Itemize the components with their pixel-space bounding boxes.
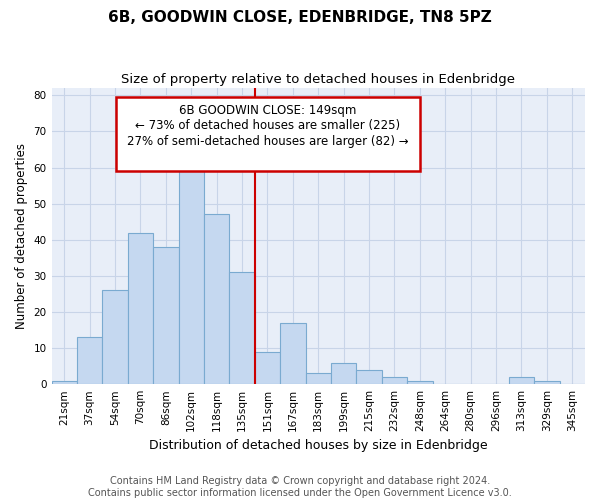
Text: 6B GOODWIN CLOSE: 149sqm: 6B GOODWIN CLOSE: 149sqm	[179, 104, 356, 118]
Bar	[103, 290, 128, 384]
Bar	[356, 370, 382, 384]
Bar	[52, 380, 77, 384]
Title: Size of property relative to detached houses in Edenbridge: Size of property relative to detached ho…	[121, 72, 515, 86]
Bar	[534, 380, 560, 384]
X-axis label: Distribution of detached houses by size in Edenbridge: Distribution of detached houses by size …	[149, 440, 488, 452]
Y-axis label: Number of detached properties: Number of detached properties	[15, 143, 28, 329]
Bar	[153, 247, 179, 384]
Bar	[77, 337, 103, 384]
Bar	[407, 380, 433, 384]
Text: Contains HM Land Registry data © Crown copyright and database right 2024.
Contai: Contains HM Land Registry data © Crown c…	[88, 476, 512, 498]
Bar	[229, 272, 255, 384]
Bar	[204, 214, 229, 384]
Text: 27% of semi-detached houses are larger (82) →: 27% of semi-detached houses are larger (…	[127, 136, 409, 148]
Bar	[128, 232, 153, 384]
Text: ← 73% of detached houses are smaller (225): ← 73% of detached houses are smaller (22…	[135, 119, 400, 132]
Bar	[331, 362, 356, 384]
Bar	[179, 150, 204, 384]
Bar	[305, 374, 331, 384]
FancyBboxPatch shape	[116, 97, 419, 171]
Bar	[255, 352, 280, 384]
Bar	[280, 323, 305, 384]
Bar	[509, 377, 534, 384]
Bar	[382, 377, 407, 384]
Text: 6B, GOODWIN CLOSE, EDENBRIDGE, TN8 5PZ: 6B, GOODWIN CLOSE, EDENBRIDGE, TN8 5PZ	[108, 10, 492, 25]
